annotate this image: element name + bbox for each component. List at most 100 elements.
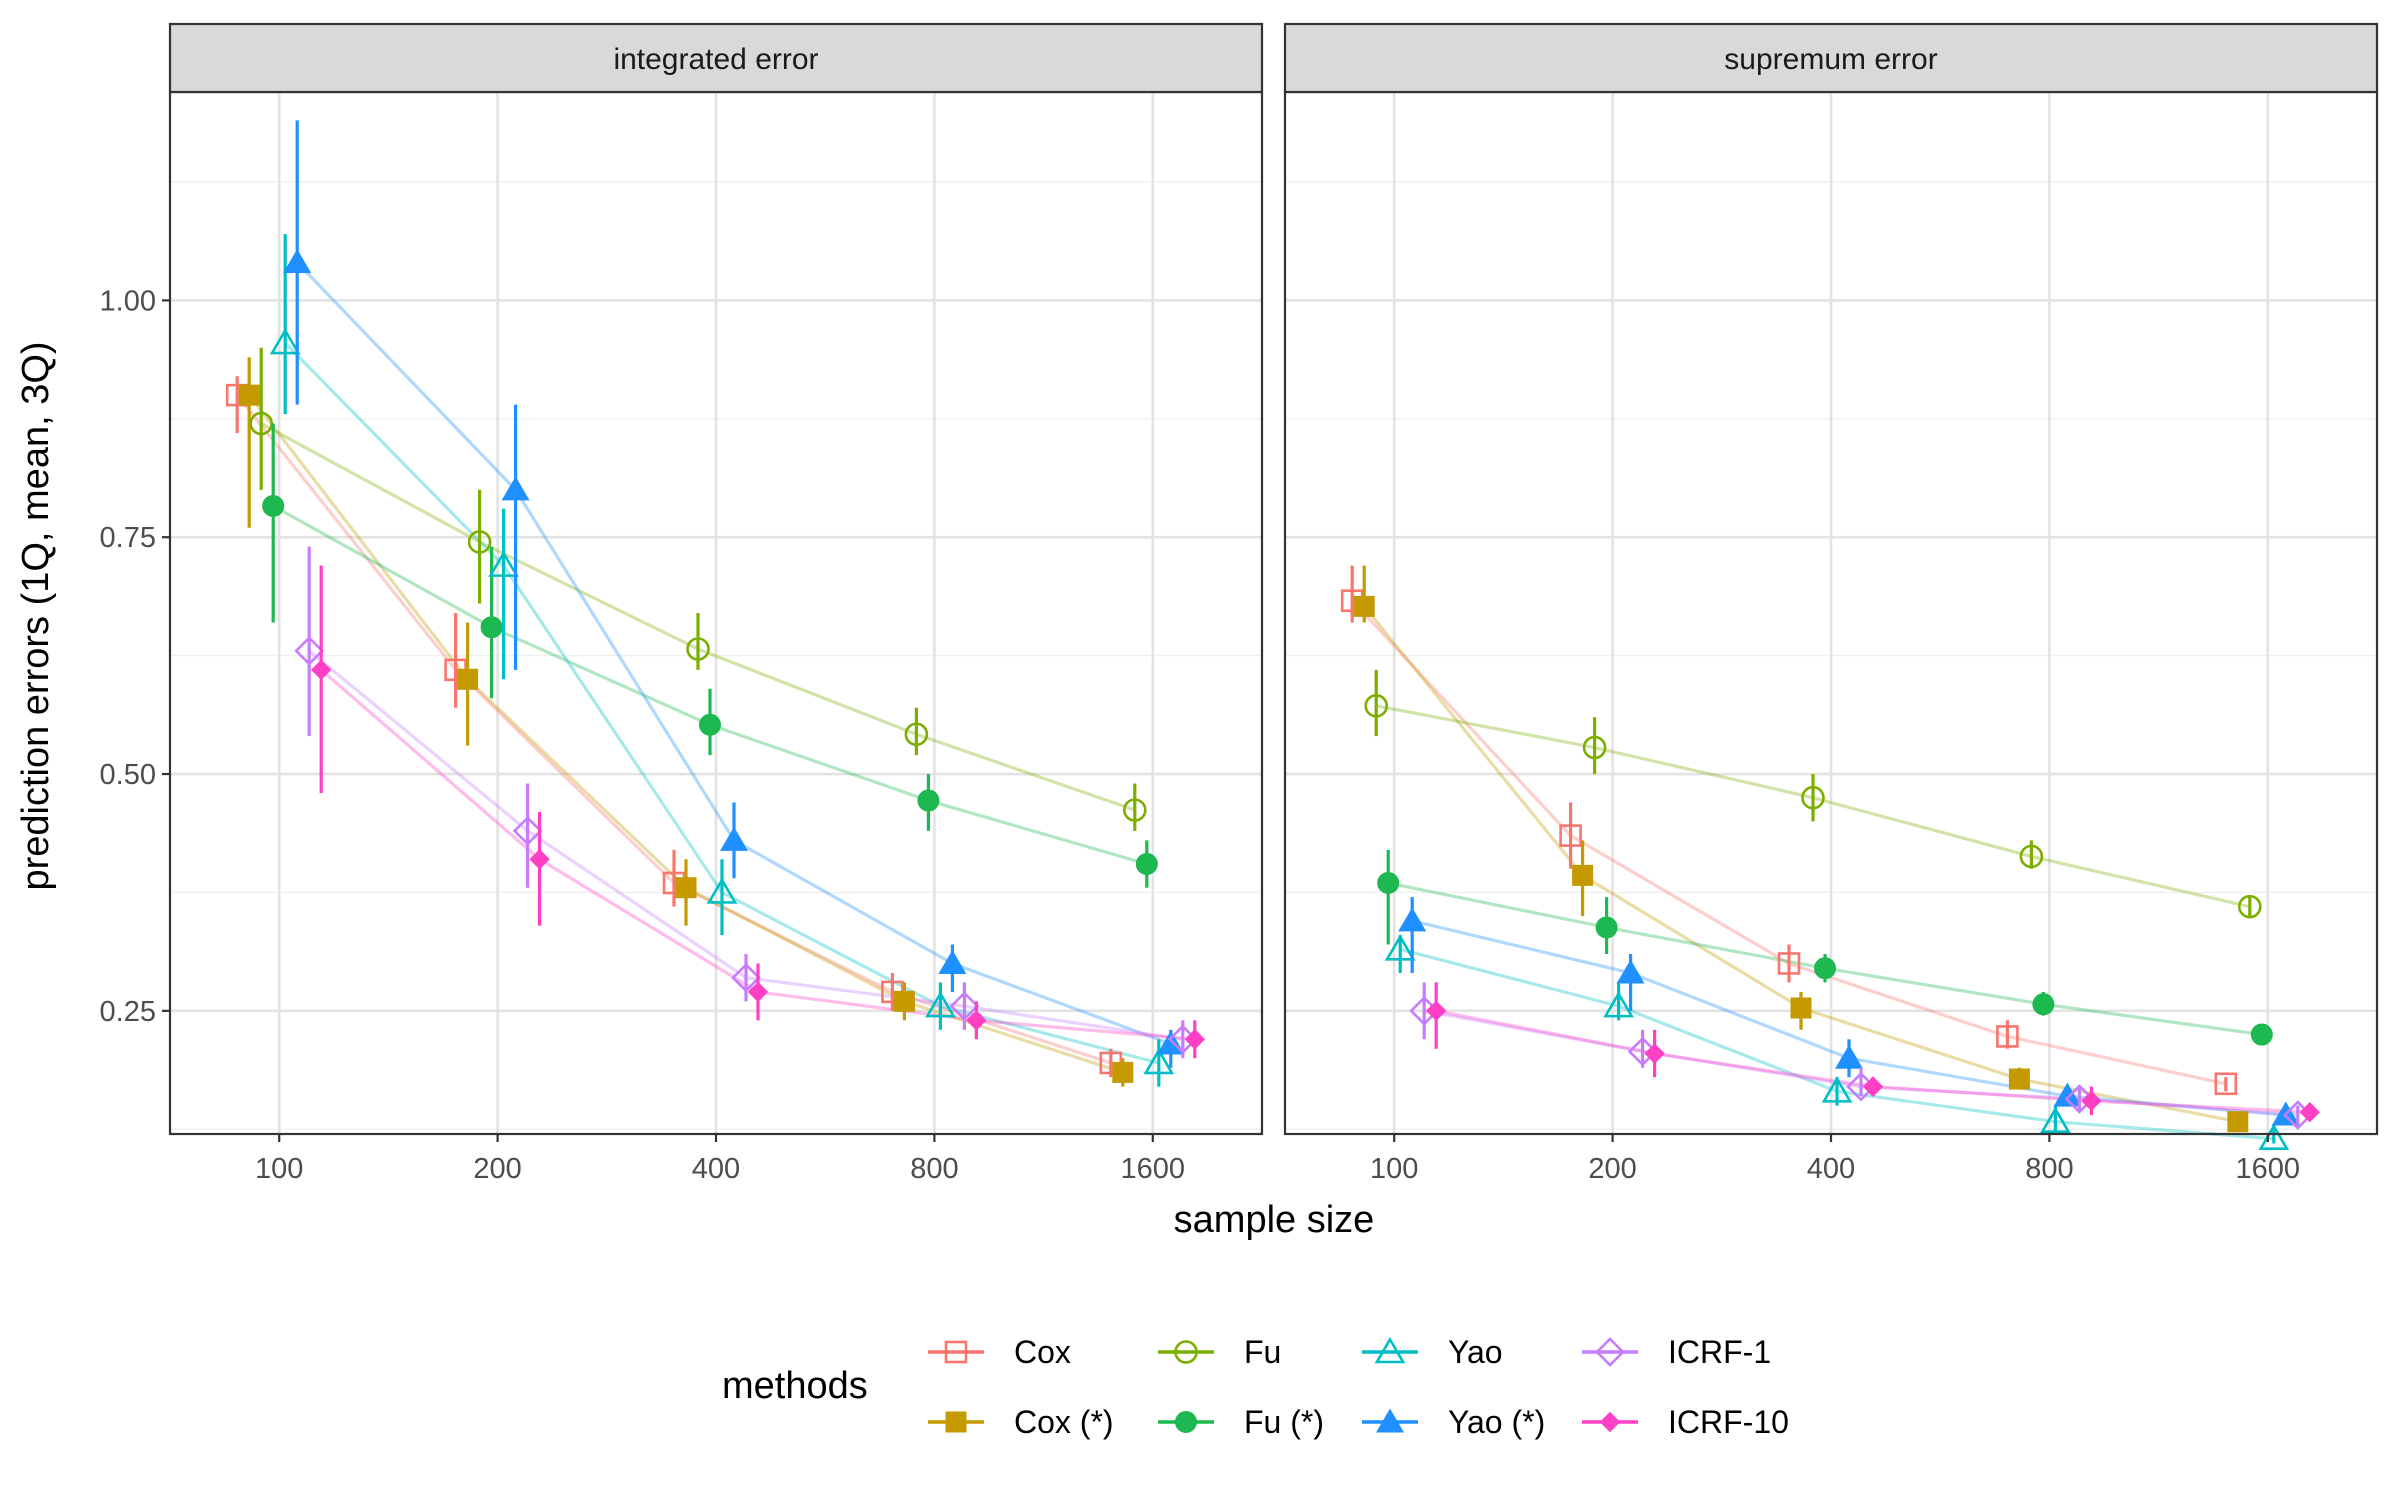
series-Yao (*) (283, 120, 1185, 1068)
data-point (925, 991, 956, 1018)
x-tick-label: 800 (2025, 1153, 2073, 1185)
data-point (1835, 1044, 1863, 1069)
data-point (1135, 853, 1158, 876)
facet-strip (168, 22, 1264, 94)
data-point (2008, 1068, 2030, 1090)
x-tick-label: 200 (473, 1153, 521, 1185)
data-point (675, 877, 697, 899)
data-point (1821, 1076, 1853, 1103)
data-point (2227, 1111, 2249, 1133)
legend-key-symbol (1374, 1336, 1406, 1364)
legend-key-symbol (1595, 1337, 1625, 1367)
legend-item-Yao: Yao (1362, 1334, 1503, 1370)
legend-key-symbol (1599, 1411, 1621, 1433)
data-point (1790, 997, 1812, 1019)
data-point (467, 530, 492, 554)
series-ICRF-10 (1425, 982, 2321, 1123)
x-tick-label: 800 (910, 1153, 958, 1185)
data-point (1112, 1061, 1134, 1083)
legend-item-Yao (*): Yao (*) (1362, 1404, 1545, 1440)
data-point (2250, 1023, 2273, 1046)
data-point (1814, 957, 1836, 980)
legend-label: Cox (*) (1014, 1404, 1114, 1440)
data-point (1616, 959, 1645, 984)
data-point (1559, 824, 1582, 847)
data-point (731, 962, 761, 993)
facet-strip-label: supremum error (1724, 43, 1937, 76)
legend-item-ICRF-10: ICRF-10 (1582, 1404, 1789, 1440)
data-point (1184, 1029, 1206, 1050)
x-tick-label: 100 (255, 1153, 303, 1185)
facet-strip-label: integrated error (613, 43, 818, 76)
data-point (1384, 934, 1416, 961)
series-Yao (269, 234, 1175, 1087)
y-tick-label: 0.75 (100, 522, 156, 554)
data-point (488, 550, 519, 577)
x-tick-label: 1600 (1121, 1153, 1186, 1185)
data-point (1377, 871, 1400, 894)
data-point (686, 637, 710, 661)
legend-item-Fu: Fu (1158, 1334, 1281, 1370)
data-point (938, 949, 967, 974)
legend-item-ICRF-1: ICRF-1 (1582, 1334, 1771, 1370)
series-Cox (*) (238, 357, 1134, 1087)
data-point (904, 722, 929, 747)
data-point (457, 668, 479, 690)
legend-item-Cox: Cox (928, 1334, 1071, 1370)
series-Fu (*) (1377, 849, 2273, 1046)
data-point (1425, 1000, 1447, 1022)
data-point (269, 327, 301, 355)
panel-0: integrated error 100 200 400 800 1600 0.25 0.50… (100, 22, 1264, 1185)
y-axis-title: prediction errors (1Q, mean, 3Q) (15, 341, 57, 890)
data-point (2238, 894, 2262, 919)
data-point (1353, 595, 1375, 617)
data-point (1582, 735, 1607, 760)
data-point (2081, 1090, 2102, 1112)
facet-strip (1283, 22, 2379, 94)
data-point (747, 981, 769, 1003)
data-point (1364, 694, 1388, 718)
panels-layer: integrated error 100 200 400 800 1600 0.25 0.50… (100, 22, 2379, 1185)
data-point (893, 990, 915, 1012)
legend-label: Yao (*) (1448, 1404, 1545, 1440)
legend-label: ICRF-10 (1668, 1404, 1789, 1440)
legend-key-symbol (1174, 1340, 1198, 1364)
panel-1: supremum error 100 200 400 800 1600 (1283, 22, 2379, 1185)
data-point (1862, 1076, 1884, 1097)
data-point (480, 616, 503, 639)
y-tick-label: 0.25 (100, 996, 156, 1028)
data-point (238, 384, 260, 406)
x-tick-label: 400 (1807, 1153, 1855, 1185)
legend-label: Yao (1448, 1334, 1503, 1370)
legend-label: Fu (*) (1244, 1404, 1324, 1440)
legend-label: Fu (1244, 1334, 1281, 1370)
data-point (1398, 907, 1427, 932)
legend-label: ICRF-1 (1668, 1334, 1771, 1370)
data-point (501, 476, 530, 501)
x-tick-label: 100 (1370, 1153, 1418, 1185)
x-axis-title: sample size (1174, 1199, 1375, 1241)
data-point (2214, 1072, 2238, 1096)
data-point (2053, 1082, 2082, 1107)
x-tick-label: 1600 (2236, 1153, 2301, 1185)
series-Fu (249, 347, 1147, 831)
data-point (2040, 1106, 2071, 1133)
data-point (699, 713, 721, 736)
legend-key-symbol (1175, 1411, 1197, 1433)
data-point (2032, 993, 2055, 1016)
series-Fu (1364, 669, 2262, 919)
legend-key-symbol (945, 1411, 967, 1433)
legend-key-symbol (1376, 1408, 1404, 1433)
x-tick-label: 400 (692, 1153, 740, 1185)
series-Cox (*) (1353, 565, 2249, 1133)
data-point (966, 1010, 987, 1031)
data-point (2299, 1102, 2321, 1123)
legend-item-Fu (*): Fu (*) (1158, 1404, 1324, 1440)
data-point (2019, 844, 2044, 869)
data-point (1777, 952, 1801, 975)
legend-key-symbol (944, 1340, 968, 1364)
data-point (917, 789, 940, 812)
data-point (1123, 798, 1147, 822)
data-point (949, 991, 980, 1021)
